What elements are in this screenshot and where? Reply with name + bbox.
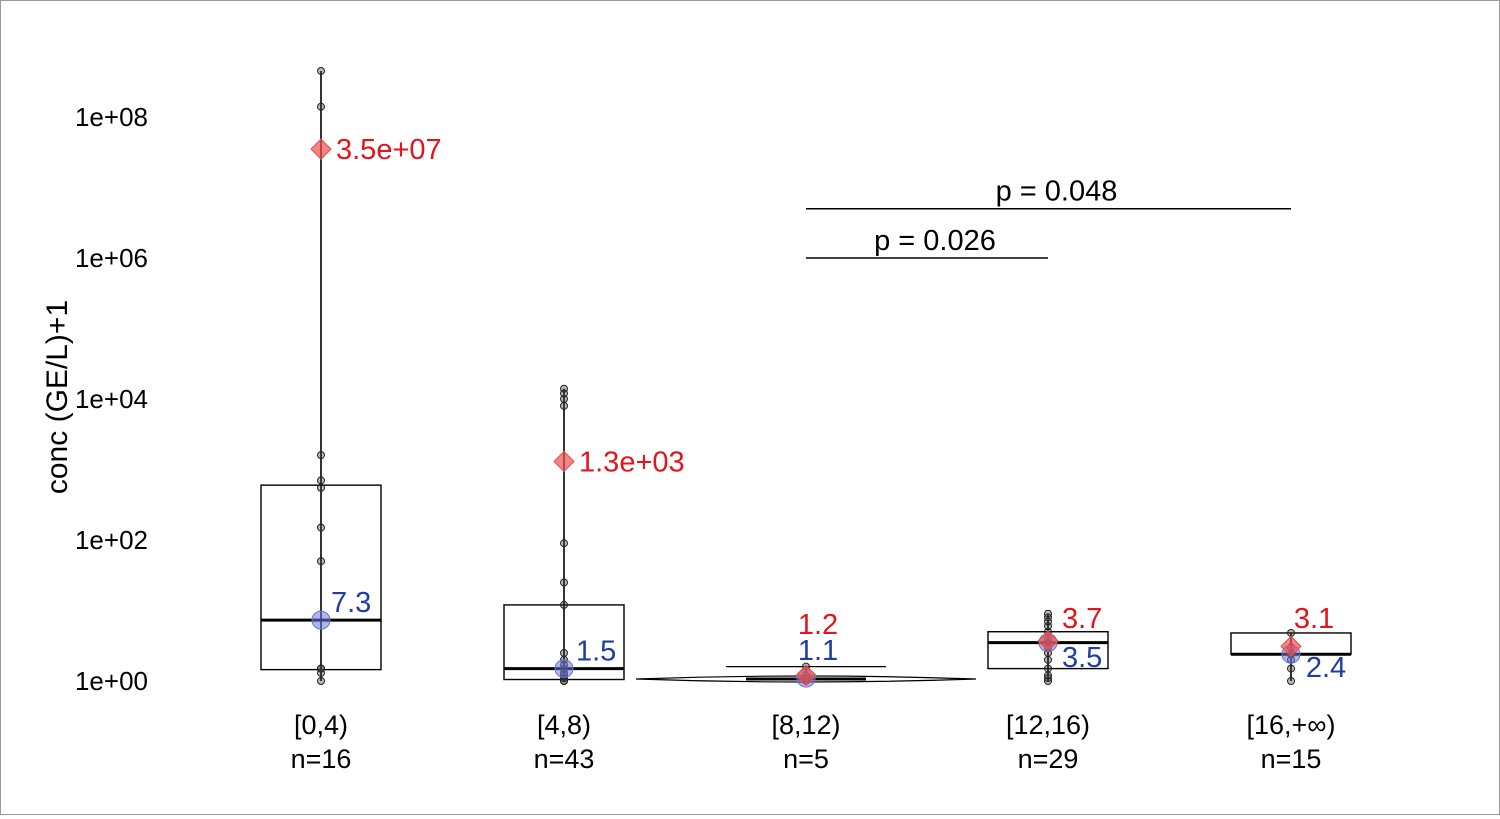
data-point xyxy=(1044,674,1052,683)
box-group: 3.5e+07 7.3 xyxy=(260,66,442,685)
p-value-label: p = 0.026 xyxy=(874,225,996,257)
data-point xyxy=(317,664,325,673)
data-point xyxy=(560,600,568,609)
data-point xyxy=(560,648,568,657)
mean-marker xyxy=(553,450,575,473)
median-label: 2.4 xyxy=(1306,652,1346,684)
y-axis: 1e+00 1e+02 1e+04 1e+06 1e+08 xyxy=(75,102,148,696)
y-tick-label: 1e+02 xyxy=(75,525,148,555)
data-point xyxy=(560,578,568,587)
data-point xyxy=(317,557,325,566)
median-marker xyxy=(554,659,574,679)
mean-label: 1.3e+03 xyxy=(579,446,685,478)
box-group: 3.1 2.4 xyxy=(1230,603,1352,685)
median-label: 7.3 xyxy=(331,587,371,619)
data-point xyxy=(1044,671,1052,680)
box xyxy=(503,604,625,681)
data-point xyxy=(1044,677,1052,685)
mean-label: 3.1 xyxy=(1294,603,1334,635)
data-point xyxy=(317,677,325,685)
data-point xyxy=(1044,655,1052,664)
data-point xyxy=(1044,617,1052,626)
median-label: 1.1 xyxy=(798,635,838,667)
data-point xyxy=(317,102,325,111)
data-point xyxy=(317,523,325,532)
mean-marker xyxy=(310,138,332,160)
data-point xyxy=(1044,664,1052,673)
sample-size-label: n=43 xyxy=(534,744,595,774)
category-label: [8,12) xyxy=(771,710,840,740)
mean-label: 3.7 xyxy=(1062,603,1102,635)
x-axis-labels: [0,4) n=16 [4,8) n=43 [8,12) n=5 [12,16) n=29 [1… xyxy=(291,710,1336,774)
box-group: 1.21.1 xyxy=(635,609,977,688)
data-point xyxy=(560,384,568,393)
mean-label: 3.5e+07 xyxy=(336,134,442,166)
mean-marker xyxy=(1280,635,1302,658)
median-label: 3.5 xyxy=(1062,642,1102,674)
data-point xyxy=(1287,677,1295,685)
data-point xyxy=(560,395,568,403)
box-group: 3.73.5 xyxy=(987,603,1109,685)
y-tick-label: 1e+04 xyxy=(75,384,148,414)
y-tick-label: 1e+00 xyxy=(75,666,148,696)
data-point xyxy=(560,539,568,548)
y-tick-label: 1e+08 xyxy=(75,102,148,132)
data-point xyxy=(317,66,325,75)
sample-size-label: n=5 xyxy=(783,744,829,774)
data-point xyxy=(1287,664,1295,673)
median-marker xyxy=(311,610,331,630)
data-point xyxy=(317,476,325,485)
category-label: [12,16) xyxy=(1006,710,1090,740)
data-point xyxy=(317,451,325,460)
data-point xyxy=(560,401,568,410)
category-label: [16,+∞) xyxy=(1246,710,1335,740)
mean-label: 1.2 xyxy=(798,609,838,641)
mean-marker xyxy=(1037,630,1059,652)
box-group: 1.3e+03 1.5 xyxy=(503,384,685,685)
mean-marker xyxy=(795,664,817,687)
category-label: [0,4) xyxy=(294,710,348,740)
p-value-label: p = 0.048 xyxy=(996,176,1118,208)
data-point xyxy=(317,483,325,492)
median-label: 1.5 xyxy=(576,636,616,668)
sample-size-label: n=16 xyxy=(291,744,352,774)
data-point xyxy=(1044,609,1052,618)
category-label: [4,8) xyxy=(537,710,591,740)
sample-size-label: n=15 xyxy=(1261,744,1322,774)
y-tick-label: 1e+06 xyxy=(75,243,148,273)
y-axis-label: conc (GE/L)+1 xyxy=(41,300,74,494)
sample-size-label: n=29 xyxy=(1018,744,1079,774)
box-groups: 3.5e+077.31.3e+031.51.21.13.73.53.12.4 xyxy=(260,66,1352,688)
